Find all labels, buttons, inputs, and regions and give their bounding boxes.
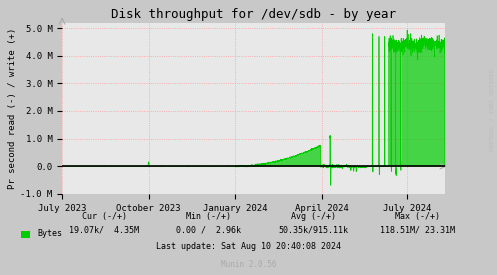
Text: Cur (-/+): Cur (-/+) — [82, 212, 127, 221]
Text: Last update: Sat Aug 10 20:40:08 2024: Last update: Sat Aug 10 20:40:08 2024 — [156, 242, 341, 251]
Y-axis label: Pr second read (-) / write (+): Pr second read (-) / write (+) — [8, 28, 17, 189]
Text: Avg (-/+): Avg (-/+) — [291, 212, 335, 221]
Text: RRDTOOL / TOBI OETIKER: RRDTOOL / TOBI OETIKER — [490, 69, 495, 151]
Text: 19.07k/  4.35M: 19.07k/ 4.35M — [70, 226, 139, 234]
Text: Munin 2.0.56: Munin 2.0.56 — [221, 260, 276, 269]
Text: 0.00 /  2.96k: 0.00 / 2.96k — [176, 226, 241, 234]
Text: 50.35k/915.11k: 50.35k/915.11k — [278, 226, 348, 234]
Title: Disk throughput for /dev/sdb - by year: Disk throughput for /dev/sdb - by year — [111, 8, 396, 21]
Text: Min (-/+): Min (-/+) — [186, 212, 231, 221]
Text: Bytes: Bytes — [37, 229, 62, 238]
Text: Max (-/+): Max (-/+) — [395, 212, 440, 221]
Text: 118.51M/ 23.31M: 118.51M/ 23.31M — [380, 226, 455, 234]
